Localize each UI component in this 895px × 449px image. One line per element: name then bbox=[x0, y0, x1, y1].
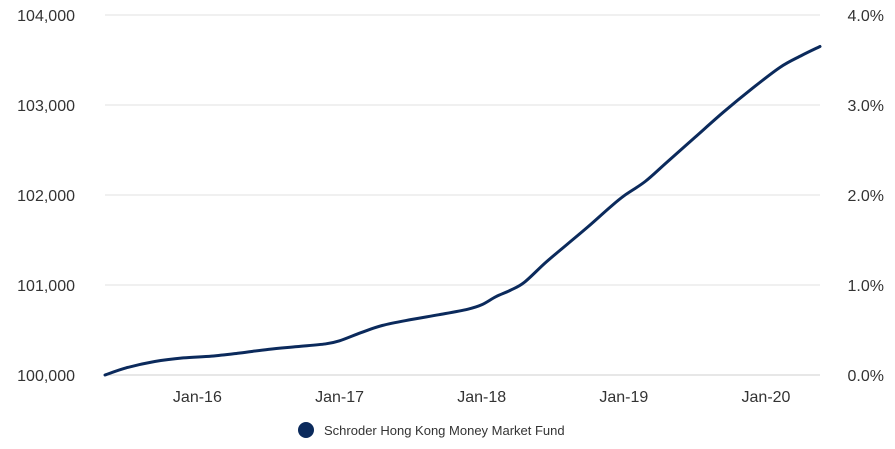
gridlines bbox=[105, 14, 820, 376]
series-line bbox=[103, 45, 822, 377]
x-tick-label: Jan-16 bbox=[173, 389, 222, 406]
y-left-tick-label: 102,000 bbox=[17, 188, 75, 205]
y-left-tick-label: 101,000 bbox=[17, 278, 75, 295]
legend-label[interactable]: Schroder Hong Kong Money Market Fund bbox=[324, 423, 565, 438]
y-left-tick-label: 100,000 bbox=[17, 368, 75, 385]
x-tick-label: Jan-19 bbox=[599, 389, 648, 406]
y-right-tick-label: 1.0% bbox=[848, 278, 884, 295]
legend-marker[interactable] bbox=[298, 422, 314, 438]
y-right-tick-label: 3.0% bbox=[848, 98, 884, 115]
x-tick-label: Jan-18 bbox=[457, 389, 506, 406]
y-axis-left: 100,000 101,000 102,000 103,000 104,000 bbox=[17, 8, 75, 385]
series bbox=[103, 45, 822, 377]
y-left-tick-label: 104,000 bbox=[17, 8, 75, 25]
y-axis-right: 0.0% 1.0% 2.0% 3.0% 4.0% bbox=[848, 8, 884, 385]
y-left-tick-label: 103,000 bbox=[17, 98, 75, 115]
y-right-tick-label: 0.0% bbox=[848, 368, 884, 385]
legend[interactable]: Schroder Hong Kong Money Market Fund bbox=[298, 422, 565, 438]
x-axis: Jan-16 Jan-17 Jan-18 Jan-19 Jan-20 bbox=[105, 374, 820, 406]
x-tick-label: Jan-20 bbox=[742, 389, 791, 406]
y-right-tick-label: 4.0% bbox=[848, 8, 884, 25]
y-right-tick-label: 2.0% bbox=[848, 188, 884, 205]
x-tick-label: Jan-17 bbox=[315, 389, 364, 406]
